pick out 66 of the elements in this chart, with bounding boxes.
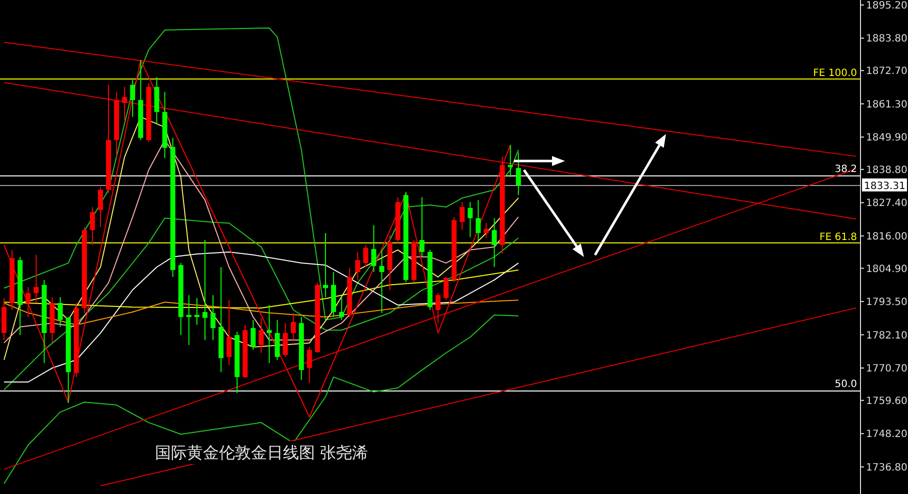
candlestick [90,206,95,246]
candlestick [484,222,489,238]
ref-line: FE 100.0 [0,68,860,80]
candlestick [250,319,256,350]
y-tick-label: 1838.80 [866,164,908,176]
candlestick [290,312,296,341]
candlestick [258,317,264,354]
candlestick [444,276,449,301]
line-series [4,218,519,390]
candlestick [476,200,481,240]
candlestick [210,294,216,341]
y-tick-label: 1816.00 [866,231,908,242]
line-series [4,251,519,383]
annotation: 50.0 [834,379,857,390]
line-series [4,28,519,320]
candlestick [202,240,208,341]
candlestick [323,232,328,298]
ref-line-label: FE 61.8 [819,232,857,243]
y-tick-label: 1759.60 [866,396,908,407]
line-series [4,270,519,308]
y-tick-label: 1782.10 [866,330,908,342]
candlestick [306,346,312,384]
candlestick [58,296,63,328]
candlestick [492,218,497,268]
candlestick [339,296,344,320]
candlestick [266,304,272,364]
y-tick-label: 1827.40 [866,198,908,210]
candlestick [226,300,232,366]
y-tick-label: 1895.20 [866,0,908,12]
candlestick [122,86,128,121]
candlestick [26,286,31,318]
ref-line-label: FE 100.0 [813,68,857,80]
candlestick [436,292,441,324]
line-series [4,116,519,360]
y-tick-label: 1883.80 [866,34,908,45]
candlestick [186,294,192,346]
candlestick [516,152,521,196]
candlestick [460,202,465,231]
candlestick [194,298,200,326]
y-tick-label: 1736.80 [866,462,908,474]
y-tick-label: 1793.50 [866,297,908,308]
y-tick-label: 1872.70 [866,66,908,78]
candlestick [371,224,376,273]
line-series [4,314,519,484]
ref-line: 1833.31 [0,178,907,192]
annotation: 38.2 [834,164,857,175]
candlestick [98,186,103,228]
line-series [4,60,511,418]
ref-line-label: 1833.31 [864,180,906,192]
candlestick [130,79,136,118]
candlestick [34,254,39,304]
ref-line: FE 61.8 [0,232,860,244]
candlestick [355,251,360,280]
candlestick [363,244,368,268]
y-tick-label: 1770.70 [866,364,908,375]
candlestick [508,144,513,178]
candlestick [419,196,424,258]
y-tick-label: 1849.90 [866,132,908,144]
candlestick [468,202,473,238]
y-tick-label: 1748.20 [866,429,908,440]
y-tick-label: 1861.30 [866,99,908,110]
candlestick [282,322,288,358]
y-tick-label: 1804.90 [866,264,908,275]
candlestick [274,319,280,360]
line-series [4,300,519,326]
candlestick [379,249,384,314]
